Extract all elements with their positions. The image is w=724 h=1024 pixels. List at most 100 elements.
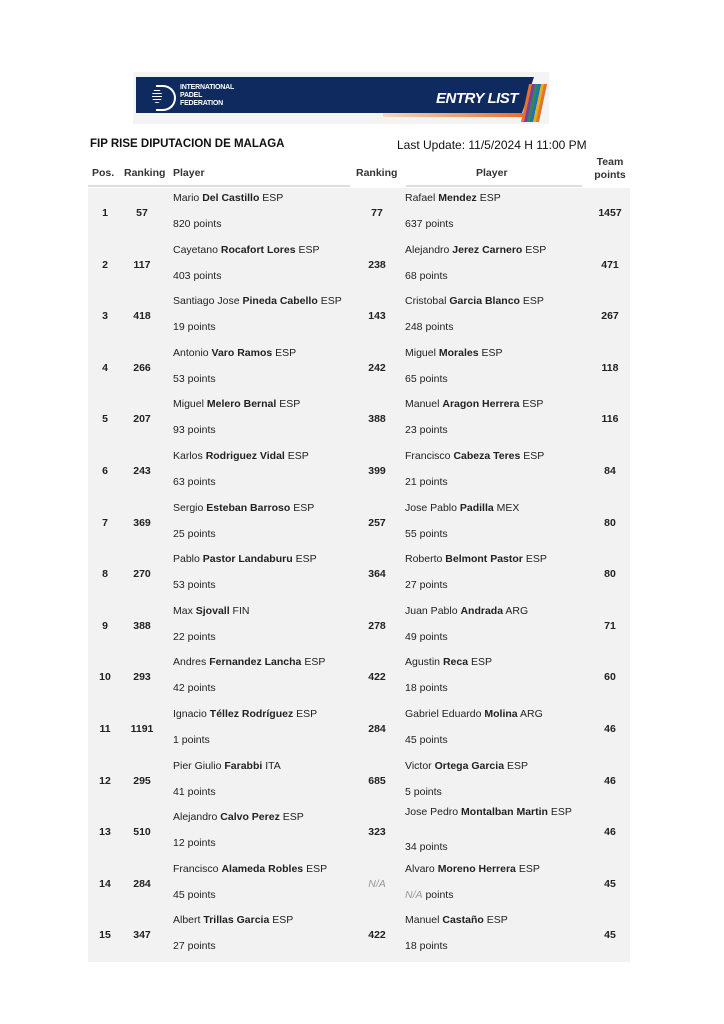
country: ESP — [523, 449, 545, 462]
player2-points: 23 points — [405, 424, 448, 436]
player2-points: 18 points — [405, 940, 448, 952]
country: ESP — [298, 243, 320, 256]
points-value: 41 — [173, 785, 185, 798]
player1-points: 41 points — [173, 786, 216, 798]
points-value: 820 — [173, 218, 191, 230]
player1-name: Mario Del Castillo ESP — [173, 192, 358, 204]
country: ESP — [522, 398, 544, 411]
points-value: 45 — [405, 733, 417, 746]
fip-logo-icon — [156, 85, 176, 111]
player1-name: Alejandro Calvo Perez ESP — [173, 811, 358, 823]
player1-points: 27 points — [173, 940, 216, 952]
last-name: Cabeza Teres — [453, 449, 521, 462]
country: ESP — [518, 862, 540, 875]
player2-name: Agustin Reca ESP — [405, 656, 580, 668]
points-value: 63 — [173, 475, 185, 488]
country: ESP — [522, 295, 544, 308]
banner-background: INTERNATIONAL PADEL FEDERATION ENTRY LIS… — [136, 77, 534, 113]
first-name: Pablo — [173, 553, 200, 566]
country: FIN — [232, 604, 250, 617]
team-points: 116 — [601, 413, 619, 426]
points-label: points — [193, 218, 222, 230]
points-label: points — [187, 527, 216, 540]
player1-ranking: 388 — [133, 619, 151, 632]
country: ESP — [320, 295, 342, 308]
player1-points: 42 points — [173, 682, 216, 694]
country: ESP — [470, 656, 492, 669]
player1-name: Pier Giulio Farabbi ITA — [173, 760, 358, 772]
header-team-points: Team points — [588, 156, 632, 182]
player2-points: 248 points — [405, 321, 453, 333]
player2-ranking: 399 — [368, 464, 386, 477]
points-label: points — [419, 424, 448, 437]
points-label: points — [187, 321, 216, 334]
points-label: points — [419, 682, 448, 695]
position: 13 — [99, 826, 111, 839]
player1-ranking: 270 — [133, 568, 151, 581]
position: 1 — [102, 207, 108, 219]
player1-points: 53 points — [173, 373, 216, 385]
position: 3 — [102, 310, 108, 323]
player1-ranking: 293 — [133, 671, 151, 684]
table-row: 12 295 Pier Giulio Farabbi ITA 41 points… — [88, 756, 630, 808]
team-points: 80 — [604, 516, 616, 529]
last-name: Pastor Landaburu — [202, 553, 293, 566]
points-value: 27 — [405, 579, 417, 592]
player2-points: 55 points — [405, 528, 448, 540]
player2-name: Victor Ortega Garcia ESP — [405, 760, 580, 772]
player1-points: 820 points — [173, 218, 221, 230]
table-row: 7 369 Sergio Esteban Barroso ESP 25 poin… — [88, 498, 630, 550]
player2-points: 34 points — [405, 841, 448, 853]
points-value: 248 — [405, 321, 423, 334]
org-line-3: FEDERATION — [180, 100, 223, 107]
first-name: Albert — [173, 914, 201, 927]
points-value: 5 — [405, 785, 411, 798]
points-value: 68 — [405, 269, 417, 282]
player1-points: 25 points — [173, 528, 216, 540]
points-value: 1 — [173, 733, 179, 746]
points-label: points — [419, 475, 448, 488]
player1-points: 93 points — [173, 424, 216, 436]
last-name: Jerez Carnero — [452, 243, 523, 256]
first-name: Agustin — [405, 656, 441, 669]
table-row: 1 57 Mario Del Castillo ESP 820 points 7… — [88, 188, 630, 240]
last-name: Rocafort Lores — [220, 243, 296, 256]
first-name: Sergio — [173, 501, 204, 514]
points-label: points — [187, 424, 216, 437]
player1-points: 1 points — [173, 734, 210, 746]
points-label: points — [419, 841, 448, 854]
points-value: 23 — [405, 424, 417, 437]
points-value: 93 — [173, 424, 185, 437]
last-name: Padilla — [459, 501, 494, 514]
points-label: points — [419, 269, 448, 282]
player2-name: Gabriel Eduardo Molina ARG — [405, 708, 580, 720]
points-value: 45 — [173, 888, 185, 901]
points-label: points — [187, 372, 216, 385]
first-name: Gabriel Eduardo — [405, 707, 482, 720]
player2-points: 27 points — [405, 579, 448, 591]
position: 12 — [99, 774, 111, 787]
player2-name: Alvaro Moreno Herrera ESP — [405, 863, 580, 875]
player2-name: Miguel Morales ESP — [405, 347, 580, 359]
country: ESP — [486, 914, 508, 927]
player1-name: Karlos Rodriguez Vidal ESP — [173, 450, 358, 462]
player2-points: N/A points — [405, 889, 453, 901]
player1-ranking: 243 — [133, 464, 151, 477]
points-value: 34 — [405, 841, 417, 854]
table-row: 10 293 Andres Fernandez Lancha ESP 42 po… — [88, 652, 630, 704]
first-name: Pier Giulio — [173, 759, 222, 772]
entry-list-banner: INTERNATIONAL PADEL FEDERATION ENTRY LIS… — [133, 72, 549, 124]
first-name: Cristobal — [405, 295, 447, 308]
points-label: points — [419, 630, 448, 643]
points-value: 21 — [405, 475, 417, 488]
last-name: Molina — [484, 707, 518, 720]
player2-ranking: 238 — [368, 258, 386, 271]
points-label: points — [413, 785, 442, 798]
player2-name: Alejandro Jerez Carnero ESP — [405, 244, 580, 256]
player1-name: Max Sjovall FIN — [173, 605, 358, 617]
player2-ranking: 388 — [368, 413, 386, 426]
team-points: 45 — [604, 929, 616, 942]
position: 6 — [102, 464, 108, 477]
points-value: N/A — [405, 888, 423, 901]
position: 11 — [99, 722, 111, 735]
